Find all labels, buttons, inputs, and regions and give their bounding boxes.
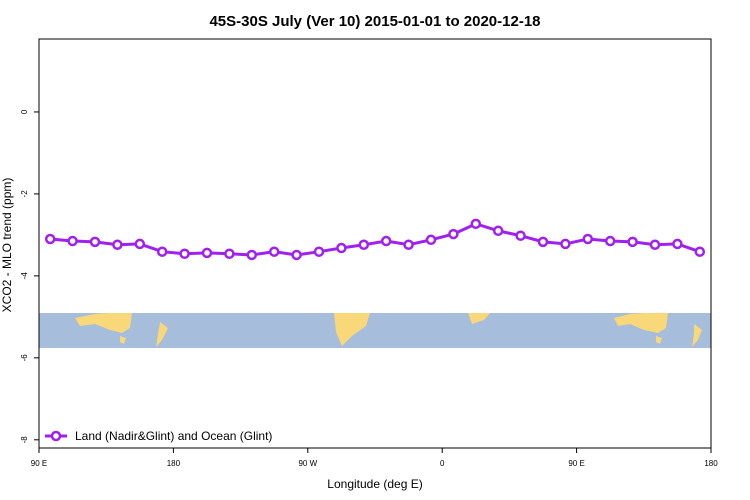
map-band [39,313,711,348]
point [582,233,594,245]
point [67,235,78,247]
point [560,238,571,250]
point [336,242,347,254]
point [380,235,392,247]
x-tick-label: 90 E [568,459,584,468]
point [694,246,706,257]
plot-frame [38,38,712,449]
point [358,239,370,250]
point [89,236,101,248]
x-tick-label: 90 E [31,459,47,468]
x-tick-label: 180 [167,459,181,468]
series-line [50,222,701,257]
point [112,239,123,250]
point [246,249,258,261]
y-tick-label: -2 [20,190,29,198]
point [179,248,190,259]
point [627,236,638,248]
point [537,236,549,248]
x-tick-label: 180 [704,459,718,468]
chart-title: 45S-30S July (Ver 10) 2015-01-01 to 2020… [209,13,540,30]
point [649,239,661,250]
point [470,218,482,230]
point [201,247,213,259]
y-tick-label: -4 [20,272,29,280]
point [448,228,459,240]
point [291,249,302,261]
point [313,246,325,257]
y-tick-label: 0 [20,109,29,114]
x-tick-label: 90 W [298,459,317,468]
point [672,238,683,250]
point [44,233,56,245]
x-tick-label: 0 [440,459,445,468]
point [224,248,235,259]
y-tick-label: -8 [20,436,29,444]
point [134,238,146,250]
y-tick-label: -6 [20,354,29,362]
legend: Land (Nadir&Glint) and Ocean (Glint) [45,429,272,443]
point [492,225,504,237]
point [515,230,526,241]
point [403,239,414,250]
legend-marker [50,430,62,442]
point [604,235,616,247]
x-axis-label: Longitude (deg E) [327,477,422,491]
point [156,246,168,257]
y-axis-label: XCO2 - MLO trend (ppm) [0,178,14,313]
point [268,246,280,257]
point [425,234,437,246]
legend-label: Land (Nadir&Glint) and Ocean (Glint) [75,429,272,443]
